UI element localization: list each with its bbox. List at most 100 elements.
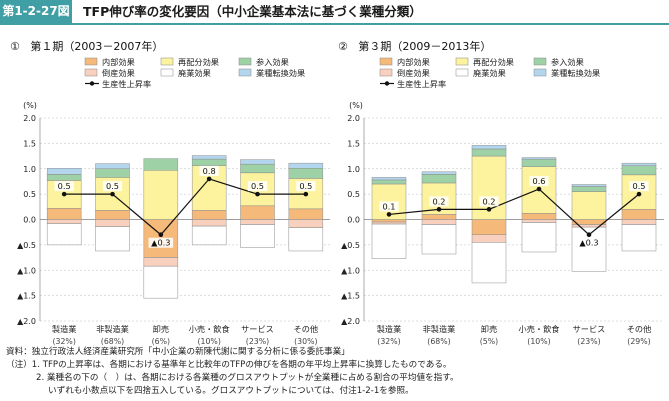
legend-label-5: 廃業効果	[473, 68, 506, 78]
bar-3-廃業効果	[143, 265, 179, 299]
y-tick-label-9: 2.0	[23, 114, 36, 123]
x-share-label-4: (10%)	[527, 337, 550, 346]
y-tick-label-2: ▲1.5	[17, 292, 36, 301]
bar-5-廃業効果	[240, 224, 275, 248]
legend-label-4: 倒産効果	[102, 68, 135, 78]
legend-label-2: 再配分効果	[473, 57, 514, 67]
panel-1-period: 第１期（2003－2007年）	[30, 40, 164, 53]
bar-2-内部効果	[95, 210, 130, 220]
legend-line-marker	[384, 81, 390, 86]
source-note: 資料：独立行政法人経済産業研究所「中小企業の新陳代謝に関する分析に係る委託事業」	[6, 347, 350, 357]
bar-1-業種転換効果	[46, 167, 82, 175]
line-label-bg-5	[247, 181, 268, 192]
bar-4-内部効果	[191, 210, 227, 220]
y-axis-unit: (%)	[349, 101, 363, 110]
bar-5-内部効果	[240, 205, 275, 220]
bar-6-倒産効果	[288, 219, 324, 228]
x-category-label-3: 卸売	[153, 324, 169, 334]
bar-2-倒産効果	[421, 219, 457, 225]
y-tick-label-6: 0.5	[23, 190, 36, 199]
y-tick-label-1: ▲2.0	[341, 317, 360, 326]
legend-label-4: 倒産効果	[397, 68, 430, 78]
line-label-bg-3	[148, 237, 174, 248]
bar-4-業種転換効果	[521, 157, 557, 160]
y-tick-label-7: 1.0	[23, 165, 36, 174]
legend-swatch-4	[84, 68, 98, 77]
line-point-5	[255, 191, 260, 197]
legend-label-1: 内部効果	[102, 57, 135, 67]
bar-2-廃業効果	[95, 226, 130, 252]
note-3: いずれも小数点以下を四捨五入している。グロスアウトプットについては、付注1-2-…	[48, 386, 414, 396]
bar-3-廃業効果	[471, 242, 507, 284]
y-tick-label-1: ▲2.0	[17, 317, 36, 326]
bar-5-参入効果	[571, 186, 607, 192]
legend-swatch-5	[160, 68, 174, 77]
x-share-label-4: (10%)	[197, 337, 220, 346]
x-category-label-4: 小売・飲食	[519, 324, 560, 334]
bar-4-業種転換効果	[191, 155, 227, 160]
x-category-label-4: 小売・飲食	[189, 324, 230, 334]
line-point-6	[303, 191, 309, 197]
line-label-1: 0.5	[58, 181, 71, 191]
bar-5-業種転換効果	[240, 159, 275, 165]
header-rule	[0, 23, 669, 25]
bar-3-倒産効果	[143, 257, 179, 267]
bar-6-業種転換効果	[288, 162, 324, 169]
line-label-6: 0.5	[632, 181, 645, 191]
line-label-1: 0.1	[382, 201, 395, 211]
y-tick-label-8: 1.5	[23, 139, 36, 148]
y-tick-label-5: 0.0	[347, 216, 360, 225]
figure-title: TFP伸び率の変化要因（中小企業基本法に基づく業種分類）	[83, 4, 422, 19]
x-category-label-3: 卸売	[481, 324, 497, 334]
y-tick-label-9: 2.0	[347, 114, 360, 123]
line-point-2	[436, 207, 442, 212]
bar-1-業種転換効果	[371, 177, 407, 181]
panel-2-number: ②	[338, 40, 348, 53]
figure-header: 第1-2-27図 TFP伸び率の変化要因（中小企業基本法に基づく業種分類）	[0, 0, 669, 23]
line-point-5	[586, 232, 592, 238]
bar-4-倒産効果	[521, 219, 557, 223]
bar-3-参入効果	[143, 158, 179, 171]
line-label-bg-6	[296, 181, 316, 192]
line-label-5: ▲0.3	[579, 238, 598, 248]
bar-2-廃業効果	[421, 224, 457, 255]
legend-label-7: 生産性上昇率	[397, 79, 446, 89]
legend-label-6: 業種転換効果	[256, 68, 305, 78]
line-label-6: 0.5	[299, 181, 312, 191]
bar-4-廃業効果	[191, 225, 227, 246]
legend-label-3: 参入効果	[551, 57, 584, 67]
bar-6-廃業効果	[288, 227, 324, 252]
panel-2-title: ② 第３期（2009－2013年）	[338, 38, 491, 54]
bar-2-参入効果	[421, 174, 457, 184]
line-label-bg-2	[429, 196, 449, 207]
y-axis-unit: (%)	[23, 101, 37, 110]
y-tick-label-4: ▲0.5	[17, 241, 36, 250]
legend-label-5: 廃業効果	[178, 68, 211, 78]
x-category-label-5: サービス	[241, 324, 274, 334]
productivity-line	[64, 178, 306, 236]
bar-3-業種転換効果	[471, 145, 507, 150]
legend-swatch-1	[379, 57, 393, 66]
y-tick-label-3: ▲1.0	[17, 266, 36, 275]
legend-swatch-1	[84, 57, 98, 66]
x-share-label-6: (29%)	[627, 337, 650, 346]
legend-swatch-3	[238, 57, 252, 66]
bar-1-廃業効果	[46, 223, 82, 246]
x-category-label-1: 製造業	[377, 324, 402, 334]
bar-6-業種転換効果	[621, 162, 657, 166]
y-tick-label-4: ▲0.5	[341, 241, 360, 250]
line-label-bg-5	[576, 237, 602, 248]
x-share-label-3: (6%)	[152, 337, 170, 346]
bar-4-倒産効果	[191, 219, 227, 227]
panel-1-number: ①	[10, 40, 20, 53]
line-point-3	[158, 232, 164, 238]
bar-5-再配分効果	[571, 191, 607, 220]
legend-label-2: 再配分効果	[178, 57, 219, 67]
bar-3-再配分効果	[143, 170, 179, 220]
line-point-1	[61, 191, 67, 197]
line-label-2: 0.5	[106, 181, 119, 191]
